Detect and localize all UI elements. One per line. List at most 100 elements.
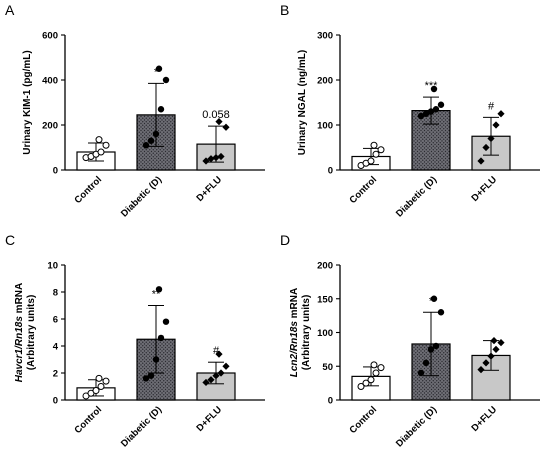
category-label: D+FLU [195, 404, 225, 434]
data-point [212, 372, 220, 380]
data-point [147, 137, 155, 144]
data-point [490, 337, 498, 345]
category-label: Control [347, 174, 379, 206]
y-axis-label: Urinary KIM-1 (pg/mL) [22, 50, 33, 154]
y-tick-label: 0 [53, 166, 58, 177]
significance-label: *** [425, 80, 439, 92]
category-label: Diabetic (D) [394, 404, 439, 449]
significance-label: # [488, 100, 495, 112]
panel-letter: A [5, 2, 15, 18]
data-point [97, 383, 105, 390]
data-point [427, 346, 435, 353]
data-point [95, 136, 103, 144]
data-point [142, 375, 150, 382]
y-tick-label: 200 [317, 76, 333, 87]
panel-d: D 0 50 100 150 200 Lcn2/Rn18s mRNA (Arbitrary u… [280, 232, 540, 449]
data-point [482, 359, 490, 367]
data-point [487, 352, 495, 360]
data-point [215, 350, 223, 358]
category-label: Control [72, 404, 104, 436]
data-point [417, 369, 425, 377]
panel-c: C 0 2 4 6 8 10 Havcr1/Rn18s mRNA (Arbitrary unit… [5, 232, 265, 449]
data-point [430, 295, 438, 302]
y-tick-label: 100 [317, 328, 333, 339]
category-label: Control [347, 404, 379, 436]
data-point [492, 345, 500, 353]
data-point [357, 383, 365, 390]
data-point [147, 372, 155, 379]
y-tick-label: 0 [328, 166, 333, 177]
data-point [427, 108, 435, 115]
data-point [222, 362, 230, 370]
data-point [430, 85, 438, 93]
data-point [155, 286, 163, 293]
data-point [207, 376, 215, 384]
data-point [362, 379, 370, 387]
data-point [367, 376, 375, 384]
panel-letter: D [280, 232, 290, 248]
y-axis-label: Lcn2/Rn18s mRNA [289, 288, 300, 377]
significance-label: * [154, 66, 159, 78]
data-point [377, 146, 385, 154]
y-tick-label: 50 [322, 362, 333, 373]
category-label: Control [72, 174, 104, 206]
y-axis-label-line2: (Arbitrary units) [301, 295, 312, 371]
data-point [370, 361, 378, 369]
data-point [152, 130, 160, 138]
data-point [222, 123, 230, 131]
data-point [157, 106, 165, 113]
data-point [162, 318, 170, 325]
data-point [477, 366, 485, 374]
data-point [377, 364, 385, 372]
y-axis-label: Urinary NGAL (ng/mL) [297, 50, 308, 155]
y-tick-label: 0 [53, 396, 58, 407]
y-tick-label: 10 [47, 261, 58, 272]
data-point [212, 154, 220, 162]
y-axis-label-gene: Lcn2/Rn18s [289, 321, 300, 378]
data-point [217, 152, 225, 161]
panel-b: B 0 100 200 300 Urinary NGAL (ng/mL) Control **… [280, 2, 540, 219]
data-point [372, 150, 380, 158]
y-tick-label: 4 [53, 342, 59, 353]
y-tick-label: 300 [317, 31, 333, 42]
data-point [432, 106, 440, 113]
data-point [437, 101, 445, 108]
category-label: D+FLU [470, 404, 500, 434]
data-point [422, 359, 430, 367]
data-point [482, 143, 490, 152]
y-tick-label: 150 [317, 294, 333, 305]
data-point [367, 157, 375, 165]
category-label: Diabetic (D) [394, 174, 439, 219]
data-point [102, 141, 110, 149]
data-point [497, 339, 505, 347]
y-tick-label: 8 [53, 288, 58, 299]
data-point [207, 155, 215, 163]
category-label: D+FLU [195, 174, 225, 204]
y-tick-label: 2 [53, 369, 58, 380]
y-tick-label: 600 [42, 31, 58, 42]
category-label: Diabetic (D) [119, 174, 164, 219]
data-point [97, 148, 105, 156]
data-point [217, 369, 225, 377]
bar [471, 354, 511, 401]
data-point [202, 378, 210, 387]
data-point [437, 309, 445, 316]
data-point [102, 377, 110, 385]
data-point [487, 134, 495, 143]
y-tick-label: 400 [42, 76, 58, 87]
data-point [215, 118, 223, 126]
data-point [372, 369, 380, 377]
data-point [155, 65, 163, 72]
y-tick-label: 0 [328, 396, 333, 407]
data-point [432, 342, 440, 350]
data-point [162, 76, 170, 84]
significance-label: # [213, 345, 220, 357]
y-tick-label: 200 [317, 261, 333, 272]
panel-letter: B [280, 2, 289, 18]
y-axis-label: Havcr1/Rn18s mRNA [14, 283, 25, 383]
panel-letter: C [5, 232, 15, 248]
data-point [157, 334, 165, 342]
data-point [417, 112, 425, 120]
data-point [497, 110, 505, 118]
data-point [477, 157, 485, 165]
